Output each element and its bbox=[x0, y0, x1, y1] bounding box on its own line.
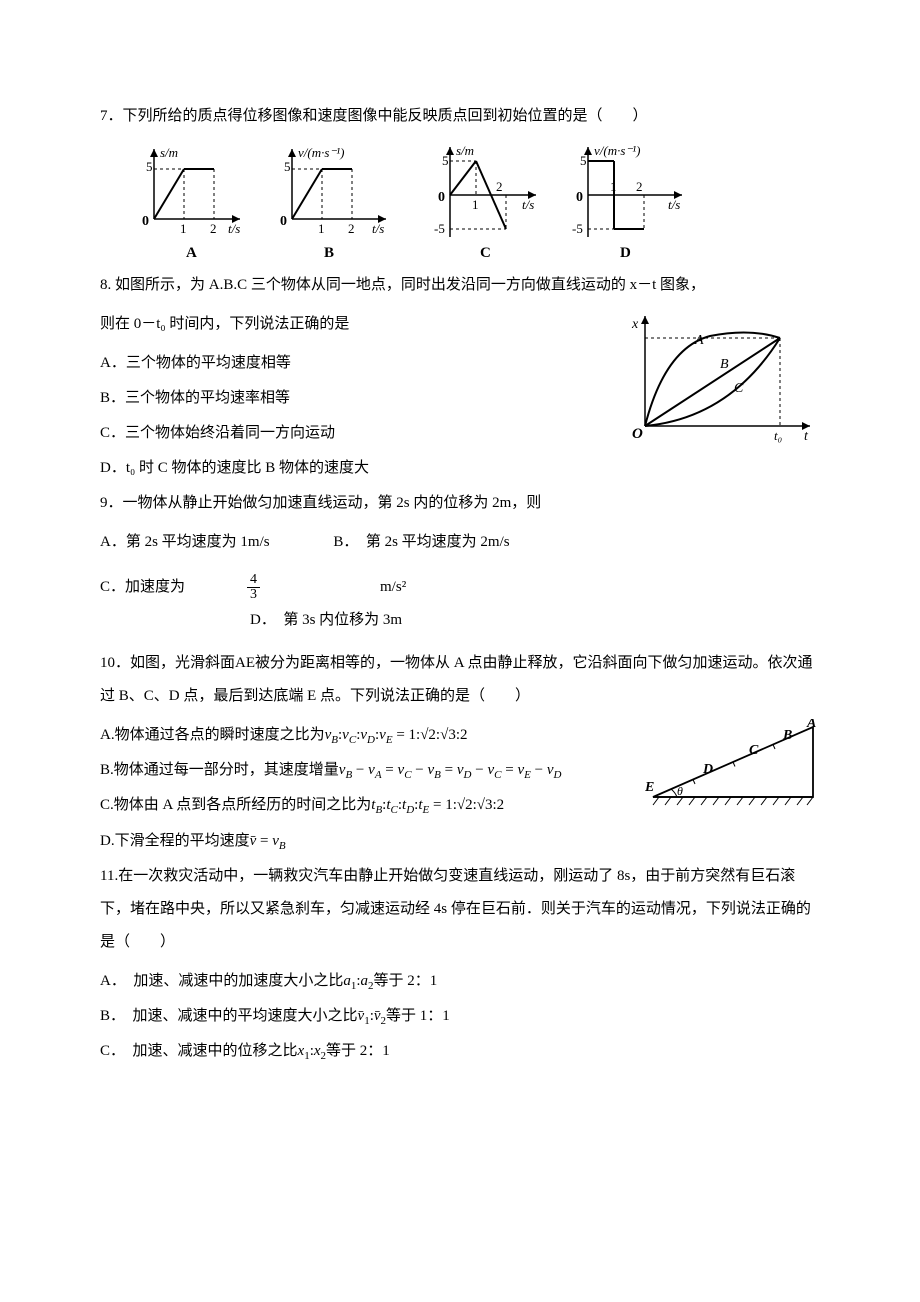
q10-stem: 10．如图，光滑斜面AE被分为距离相等的，一物体从 A 点由静止释放，它沿斜面向… bbox=[100, 647, 820, 713]
svg-text:5: 5 bbox=[580, 153, 587, 168]
svg-text:D: D bbox=[702, 762, 713, 777]
svg-text:t/s: t/s bbox=[228, 221, 240, 236]
q11-B-pre: B． 加速、减速中的平均速度大小之比 bbox=[100, 1008, 358, 1024]
svg-text:B: B bbox=[782, 728, 792, 743]
q9-row1: A．第 2s 平均速度为 1m/s B． 第 2s 平均速度为 2m/s bbox=[100, 526, 820, 559]
svg-text:A: A bbox=[186, 245, 197, 261]
q8-stem: 8. 如图所示，为 A.B.C 三个物体从同一地点，同时出发沿同一方向做直线运动… bbox=[100, 269, 820, 302]
svg-text:0: 0 bbox=[438, 190, 445, 205]
svg-text:2: 2 bbox=[348, 221, 355, 236]
svg-text:0: 0 bbox=[280, 214, 287, 229]
svg-text:s/m: s/m bbox=[160, 145, 178, 160]
svg-text:O: O bbox=[632, 426, 643, 442]
svg-text:t: t bbox=[804, 429, 809, 444]
q11-opt-B: B． 加速、减速中的平均速度大小之比v̄1:v̄2等于 1：1 bbox=[100, 1000, 820, 1033]
svg-text:E: E bbox=[645, 780, 654, 795]
svg-text:5: 5 bbox=[442, 153, 449, 168]
svg-text:0: 0 bbox=[142, 214, 149, 229]
svg-text:B: B bbox=[324, 245, 334, 261]
q11-stem: 11.在一次救灾活动中，一辆救灾汽车由静止开始做匀变速直线运动，刚运动了 8s，… bbox=[100, 860, 820, 959]
svg-text:5: 5 bbox=[146, 159, 153, 174]
svg-text:v/(m·s⁻¹): v/(m·s⁻¹) bbox=[594, 143, 641, 158]
svg-text:2: 2 bbox=[210, 221, 217, 236]
q10-figure: A B C D E θ bbox=[645, 719, 820, 822]
q7-figures: 5 0 1 2 t/s s/m A 5 0 1 2 t/s v/(m·s⁻¹) … bbox=[130, 141, 820, 261]
q9-opt-A: A．第 2s 平均速度为 1m/s bbox=[100, 526, 270, 559]
q9-C-pre: C．加速度为 bbox=[100, 571, 185, 604]
svg-text:5: 5 bbox=[284, 159, 291, 174]
svg-text:2: 2 bbox=[496, 179, 503, 194]
svg-text:1: 1 bbox=[610, 179, 617, 194]
q9-opt-D: D． 第 3s 内位移为 3m bbox=[250, 604, 402, 637]
svg-text:C: C bbox=[734, 381, 744, 396]
q7-graph-D: 5 -5 0 1 2 t/s v/(m·s⁻¹) D bbox=[564, 141, 704, 261]
q9-opt-B: B． 第 2s 平均速度为 2m/s bbox=[333, 526, 509, 559]
q11-A-pre: A． 加速、减速中的加速度大小之比 bbox=[100, 973, 343, 989]
svg-text:1: 1 bbox=[318, 221, 325, 236]
svg-text:t₀: t₀ bbox=[774, 428, 782, 443]
svg-text:t/s: t/s bbox=[522, 197, 534, 212]
svg-text:θ: θ bbox=[677, 784, 683, 798]
q9-C-post: m/s² bbox=[380, 571, 406, 604]
q7-stem: 7．下列所给的质点得位移图像和速度图像中能反映质点回到初始位置的是（ ） bbox=[100, 100, 820, 133]
svg-text:B: B bbox=[720, 357, 729, 372]
svg-text:C: C bbox=[480, 245, 491, 261]
svg-text:1: 1 bbox=[472, 197, 479, 212]
q9-opt-C: C．加速度为 43 m/s² bbox=[100, 571, 466, 604]
q11-C-post: 等于 2：1 bbox=[326, 1043, 390, 1059]
svg-text:x: x bbox=[631, 317, 639, 332]
svg-text:v/(m·s⁻¹): v/(m·s⁻¹) bbox=[298, 145, 345, 160]
svg-text:0: 0 bbox=[576, 190, 583, 205]
svg-text:s/m: s/m bbox=[456, 143, 474, 158]
q11-options: A． 加速、减速中的加速度大小之比a1:a2等于 2：1 B． 加速、减速中的平… bbox=[100, 965, 820, 1069]
svg-text:1: 1 bbox=[180, 221, 187, 236]
q7-graph-C: 5 -5 0 1 2 t/s s/m C bbox=[426, 141, 546, 261]
fraction-icon: 43 bbox=[247, 573, 320, 602]
svg-text:2: 2 bbox=[636, 179, 643, 194]
svg-text:A: A bbox=[694, 333, 704, 348]
svg-text:A: A bbox=[806, 719, 816, 731]
svg-text:t/s: t/s bbox=[668, 197, 680, 212]
q9-row2: C．加速度为 43 m/s² D． 第 3s 内位移为 3m bbox=[100, 571, 820, 637]
svg-text:-5: -5 bbox=[434, 221, 445, 236]
q7-graph-A: 5 0 1 2 t/s s/m A bbox=[130, 141, 250, 261]
q11-B-post: 等于 1：1 bbox=[386, 1008, 450, 1024]
q10-opt-D: D.下滑全程的平均速度v̄ = vB bbox=[100, 825, 820, 858]
svg-text:C: C bbox=[749, 743, 759, 758]
svg-text:-5: -5 bbox=[572, 221, 583, 236]
q9-stem: 9．一物体从静止开始做匀加速直线运动，第 2s 内的位移为 2m，则 bbox=[100, 487, 820, 520]
svg-text:D: D bbox=[620, 245, 631, 261]
q11-A-post: 等于 2：1 bbox=[374, 973, 438, 989]
q8-figure: A B C O t₀ t x bbox=[620, 308, 820, 461]
q11-C-pre: C． 加速、减速中的位移之比 bbox=[100, 1043, 298, 1059]
q11-opt-C: C． 加速、减速中的位移之比x1:x2等于 2：1 bbox=[100, 1035, 820, 1068]
q7-graph-B: 5 0 1 2 t/s v/(m·s⁻¹) B bbox=[268, 141, 408, 261]
q11-opt-A: A． 加速、减速中的加速度大小之比a1:a2等于 2：1 bbox=[100, 965, 820, 998]
svg-text:t/s: t/s bbox=[372, 221, 384, 236]
